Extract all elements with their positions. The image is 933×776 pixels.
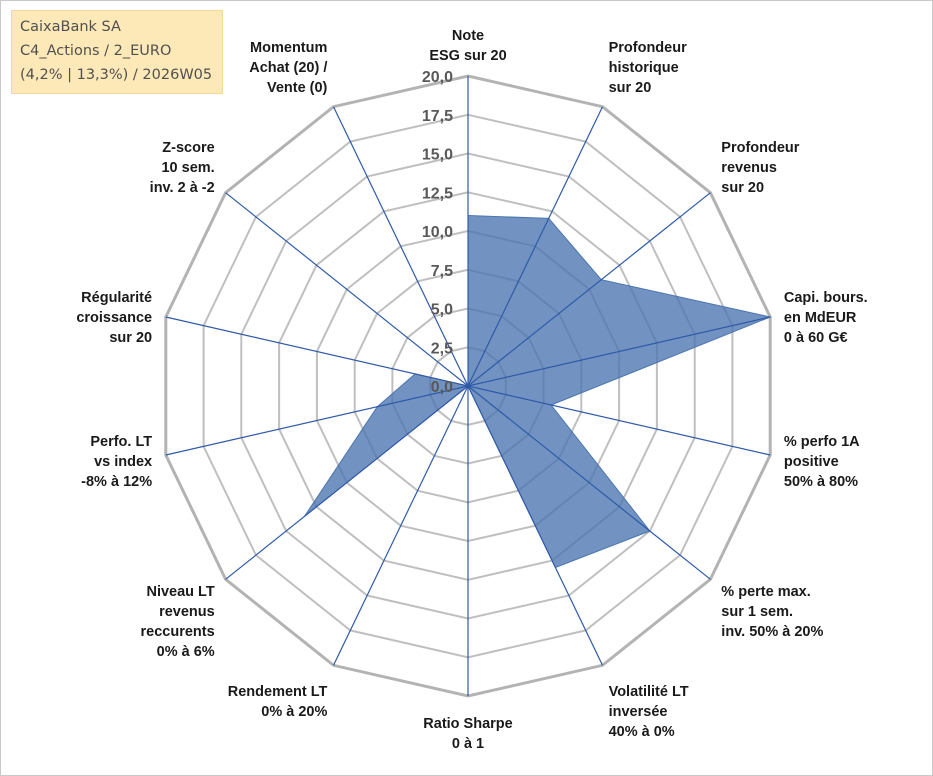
spoke-6 xyxy=(467,385,604,666)
spoke-13 xyxy=(332,106,469,387)
axis-label-0: Note ESG sur 20 xyxy=(429,28,506,64)
tick-label: 2,5 xyxy=(431,340,453,357)
spoke-11 xyxy=(165,316,469,387)
axis-label-13: Momentum Achat (20) / Vente (0) xyxy=(249,40,327,96)
axis-label-7: Ratio Sharpe 0 à 1 xyxy=(423,716,512,752)
tick-label: 17,5 xyxy=(422,108,453,125)
tick-label: 0,0 xyxy=(431,379,453,396)
axis-label-4: % perfo 1A positive 50% à 80% xyxy=(784,434,860,490)
spoke-9 xyxy=(225,385,469,580)
axis-label-11: Régularité croissance sur 20 xyxy=(76,290,152,346)
tick-label: 20,0 xyxy=(422,69,453,86)
info-box: CaixaBank SA C4_Actions / 2_EURO (4,2% |… xyxy=(11,10,223,94)
axis-label-3: Capi. bours. en MdEUR 0 à 60 G€ xyxy=(784,290,868,346)
spokes xyxy=(165,76,771,696)
radial-tick-labels: 0,0 2,5 5,0 7,5 10,0 12,5 15,0 17,5 20,0 xyxy=(422,69,453,396)
company-name: CaixaBank SA xyxy=(20,19,121,35)
spoke-2 xyxy=(467,192,711,387)
spoke-8 xyxy=(332,385,469,666)
axis-label-5: % perte max. sur 1 sem. inv. 50% à 20% xyxy=(721,584,823,640)
axis-label-10: Perfo. LT vs index -8% à 12% xyxy=(81,434,152,490)
spoke-4 xyxy=(467,385,771,456)
spoke-1 xyxy=(467,106,604,387)
axis-label-2: Profondeur revenus sur 20 xyxy=(721,140,799,196)
axis-labels: Note ESG sur 20 Profondeur historique sur 20… xyxy=(76,28,867,752)
tick-label: 15,0 xyxy=(422,147,453,164)
spoke-10 xyxy=(165,385,469,456)
axis-label-6: Volatilité LT inversée 40% à 0% xyxy=(609,684,689,740)
tick-label: 12,5 xyxy=(422,185,453,202)
spoke-12 xyxy=(225,192,469,387)
period-label: (4,2% | 13,3%) / 2026W05 xyxy=(20,67,213,83)
tick-label: 10,0 xyxy=(422,224,453,241)
category-label: C4_Actions / 2_EURO xyxy=(20,43,172,59)
tick-label: 5,0 xyxy=(431,302,453,319)
axis-label-1: Profondeur historique sur 20 xyxy=(609,40,687,96)
axis-label-9: Niveau LT revenus reccurents 0% à 6% xyxy=(141,584,215,660)
tick-label: 7,5 xyxy=(431,263,453,280)
spoke-3 xyxy=(467,316,771,387)
axis-label-12: Z-score 10 sem. inv. 2 à -2 xyxy=(150,140,215,196)
spoke-5 xyxy=(467,385,711,580)
axis-label-8: Rendement LT 0% à 20% xyxy=(228,684,328,720)
